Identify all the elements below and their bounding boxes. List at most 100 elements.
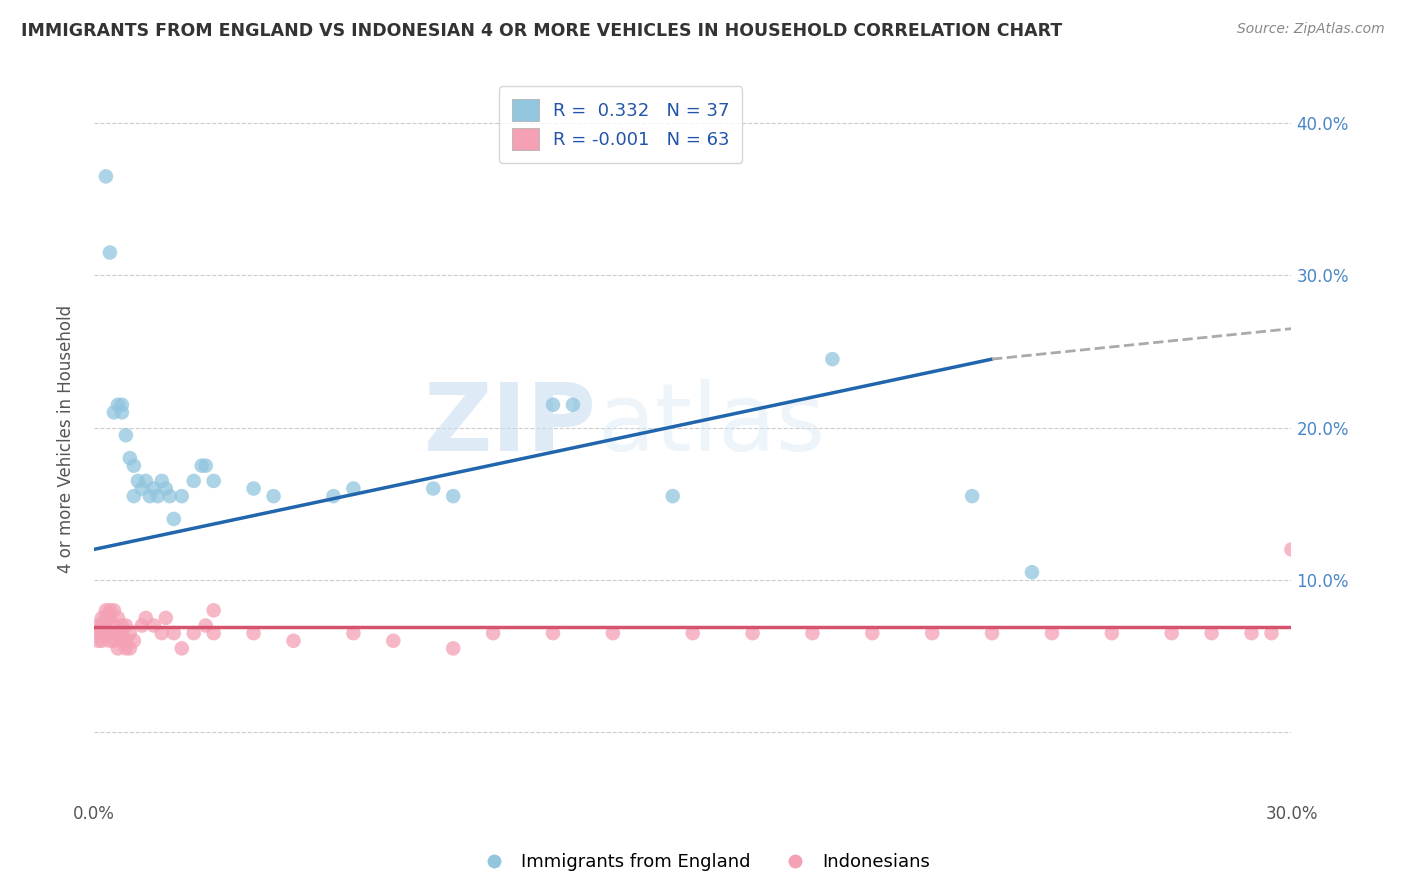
Point	[118, 626, 141, 640]
Point	[163, 512, 186, 526]
Point	[107, 641, 129, 656]
Point	[661, 489, 683, 503]
Point	[194, 458, 217, 473]
Point	[263, 489, 285, 503]
Point	[821, 352, 844, 367]
Legend: R =  0.332   N = 37, R = -0.001   N = 63: R = 0.332 N = 37, R = -0.001 N = 63	[499, 87, 742, 163]
Point	[115, 633, 138, 648]
Point	[1101, 626, 1123, 640]
Point	[146, 489, 169, 503]
Point	[1021, 566, 1043, 580]
Point	[111, 618, 134, 632]
Point	[94, 169, 117, 184]
Point	[382, 633, 405, 648]
Point	[111, 405, 134, 419]
Text: atlas: atlas	[598, 378, 825, 471]
Point	[561, 398, 583, 412]
Point	[94, 611, 117, 625]
Point	[342, 482, 364, 496]
Point	[860, 626, 883, 640]
Point	[131, 618, 153, 632]
Point	[118, 451, 141, 466]
Point	[118, 641, 141, 656]
Point	[90, 633, 112, 648]
Point	[135, 611, 157, 625]
Text: Source: ZipAtlas.com: Source: ZipAtlas.com	[1237, 22, 1385, 37]
Point	[741, 626, 763, 640]
Point	[98, 611, 121, 625]
Point	[482, 626, 505, 640]
Point	[194, 618, 217, 632]
Legend: Immigrants from England, Indonesians: Immigrants from England, Indonesians	[468, 847, 938, 879]
Point	[441, 641, 464, 656]
Point	[183, 626, 205, 640]
Point	[242, 626, 264, 640]
Point	[111, 626, 134, 640]
Point	[90, 626, 112, 640]
Point	[541, 398, 564, 412]
Point	[107, 626, 129, 640]
Point	[98, 603, 121, 617]
Point	[87, 633, 110, 648]
Point	[107, 611, 129, 625]
Point	[98, 633, 121, 648]
Point	[103, 626, 125, 640]
Point	[115, 428, 138, 442]
Text: ZIP: ZIP	[425, 378, 598, 471]
Text: IMMIGRANTS FROM ENGLAND VS INDONESIAN 4 OR MORE VEHICLES IN HOUSEHOLD CORRELATIO: IMMIGRANTS FROM ENGLAND VS INDONESIAN 4 …	[21, 22, 1063, 40]
Point	[921, 626, 943, 640]
Point	[127, 474, 149, 488]
Point	[135, 474, 157, 488]
Point	[90, 611, 112, 625]
Point	[103, 633, 125, 648]
Point	[103, 618, 125, 632]
Point	[170, 641, 193, 656]
Point	[150, 474, 173, 488]
Point	[87, 626, 110, 640]
Point	[98, 245, 121, 260]
Point	[94, 626, 117, 640]
Point	[1260, 626, 1282, 640]
Point	[98, 626, 121, 640]
Point	[202, 626, 225, 640]
Point	[202, 474, 225, 488]
Point	[103, 405, 125, 419]
Point	[122, 489, 145, 503]
Point	[131, 482, 153, 496]
Point	[283, 633, 305, 648]
Point	[122, 633, 145, 648]
Point	[1160, 626, 1182, 640]
Point	[142, 618, 165, 632]
Point	[960, 489, 983, 503]
Point	[422, 482, 444, 496]
Point	[159, 489, 181, 503]
Point	[122, 458, 145, 473]
Point	[90, 618, 112, 632]
Point	[87, 618, 110, 632]
Point	[115, 618, 138, 632]
Point	[1281, 542, 1303, 557]
Point	[94, 603, 117, 617]
Point	[242, 482, 264, 496]
Point	[342, 626, 364, 640]
Point	[103, 603, 125, 617]
Point	[94, 618, 117, 632]
Point	[111, 633, 134, 648]
Point	[155, 611, 177, 625]
Point	[107, 398, 129, 412]
Point	[541, 626, 564, 640]
Point	[142, 482, 165, 496]
Point	[682, 626, 704, 640]
Point	[155, 482, 177, 496]
Point	[602, 626, 624, 640]
Point	[981, 626, 1004, 640]
Point	[441, 489, 464, 503]
Point	[111, 398, 134, 412]
Point	[163, 626, 186, 640]
Point	[115, 641, 138, 656]
Point	[1040, 626, 1063, 640]
Point	[150, 626, 173, 640]
Point	[322, 489, 344, 503]
Point	[190, 458, 212, 473]
Point	[1240, 626, 1263, 640]
